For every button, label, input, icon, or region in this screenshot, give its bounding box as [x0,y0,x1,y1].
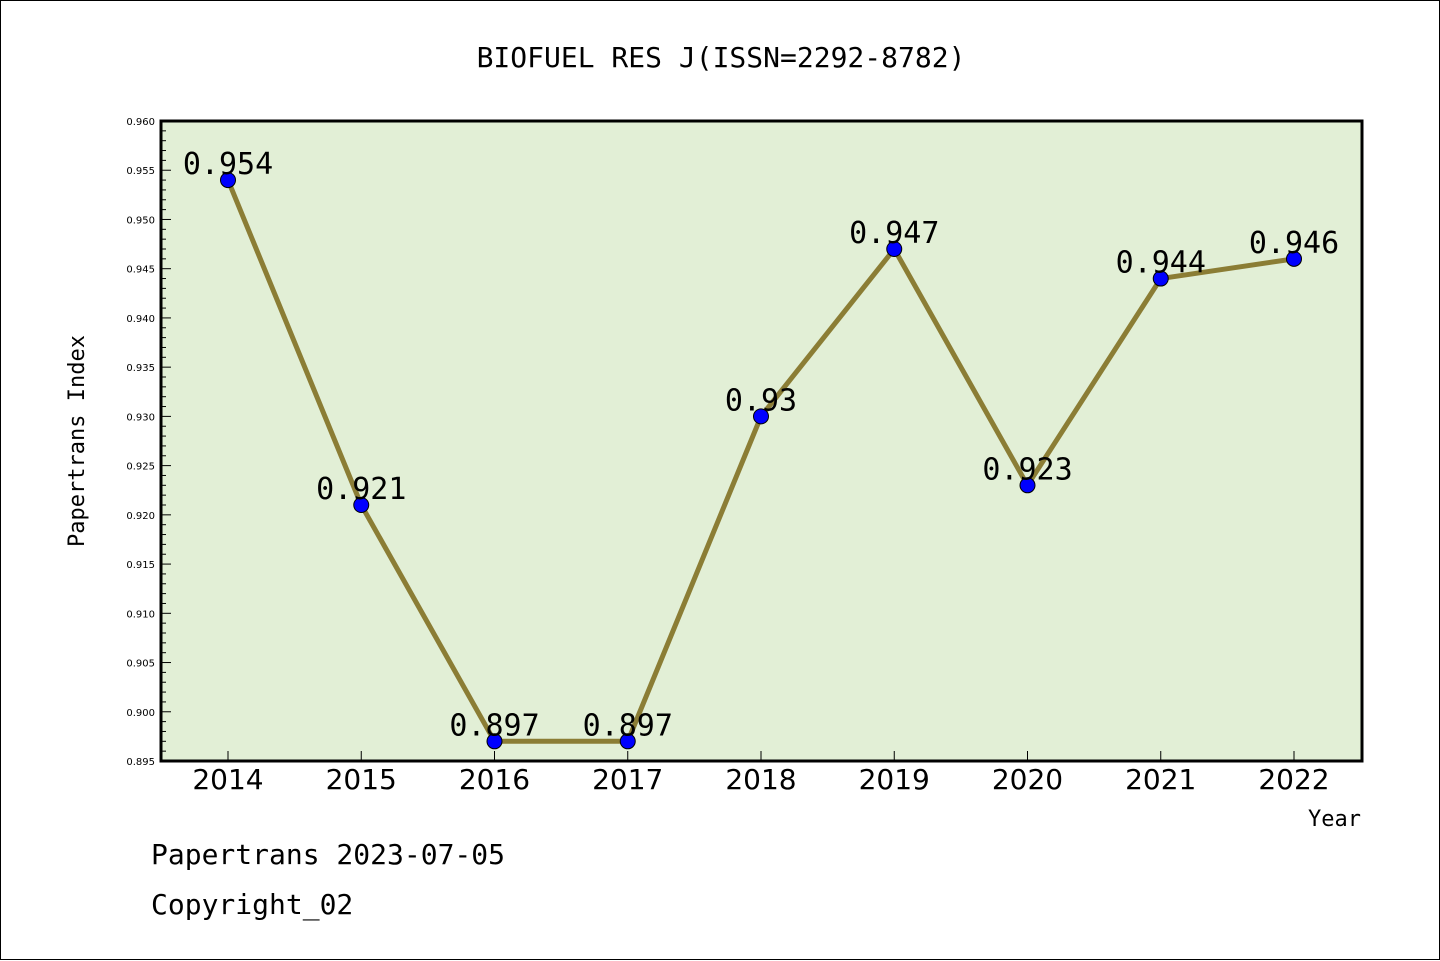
plot-area [161,121,1362,761]
x-tick-label: 2021 [1125,763,1196,796]
y-tick-label: 0.955 [126,166,155,177]
data-point [886,241,903,257]
y-tick-label: 0.935 [126,363,155,374]
data-label: 0.897 [449,708,539,743]
y-tick-label: 0.900 [126,708,155,719]
x-tick-label: 2017 [592,763,663,796]
footer-copyright: Copyright_02 [151,888,353,922]
data-label: 0.923 [982,452,1072,487]
y-tick-label: 0.950 [126,215,155,226]
data-point [1152,270,1169,287]
y-tick-label: 0.910 [126,609,155,620]
x-tick-label: 2019 [859,763,930,796]
data-label: 0.947 [849,216,939,251]
y-tick-label: 0.940 [126,314,155,325]
y-tick-label: 0.915 [126,560,155,571]
x-tick-label: 2018 [725,763,796,796]
y-tick-label: 0.960 [126,117,155,128]
y-tick-label: 0.945 [126,265,155,276]
y-tick-label: 0.905 [126,659,155,670]
x-tick-label: 2016 [459,763,530,796]
data-label: 0.954 [183,147,273,182]
data-point [753,408,769,425]
plot-border [159,119,1364,763]
data-label: 0.897 [583,708,673,743]
y-tick-label: 0.930 [126,412,155,423]
footer-date: Papertrans 2023-07-05 [151,838,505,871]
data-label: 0.946 [1249,226,1339,261]
data-point [220,172,236,189]
x-axis: 2014 2015 2016 2017 2018 2019 2020 2021 2022 [192,751,1330,796]
y-tick-label: 0.920 [126,511,155,522]
x-tick-label: 2022 [1258,763,1329,796]
data-point [353,497,370,513]
data-point [1019,477,1036,494]
data-label: 0.921 [316,472,406,507]
x-tick-label: 2015 [326,763,397,796]
data-point [619,733,636,750]
y-tick-label: 0.895 [126,757,155,768]
chart-title: BIOFUEL RES J(ISSN=2292-8782) [477,41,966,74]
y-tick-label: 0.925 [126,462,155,473]
x-axis-label: Year [1308,807,1361,832]
data-point [486,733,503,750]
x-tick-label: 2020 [992,763,1063,796]
series-line-group: 0.954 0.921 0.897 0.897 0.93 0.947 0.923 0.944 0… [183,147,1339,750]
x-tick-label: 2014 [192,763,263,796]
data-label: 0.944 [1116,246,1206,281]
data-point [1286,250,1302,267]
data-label: 0.93 [725,383,797,418]
y-axis-label: Papertrans Index [65,335,90,547]
